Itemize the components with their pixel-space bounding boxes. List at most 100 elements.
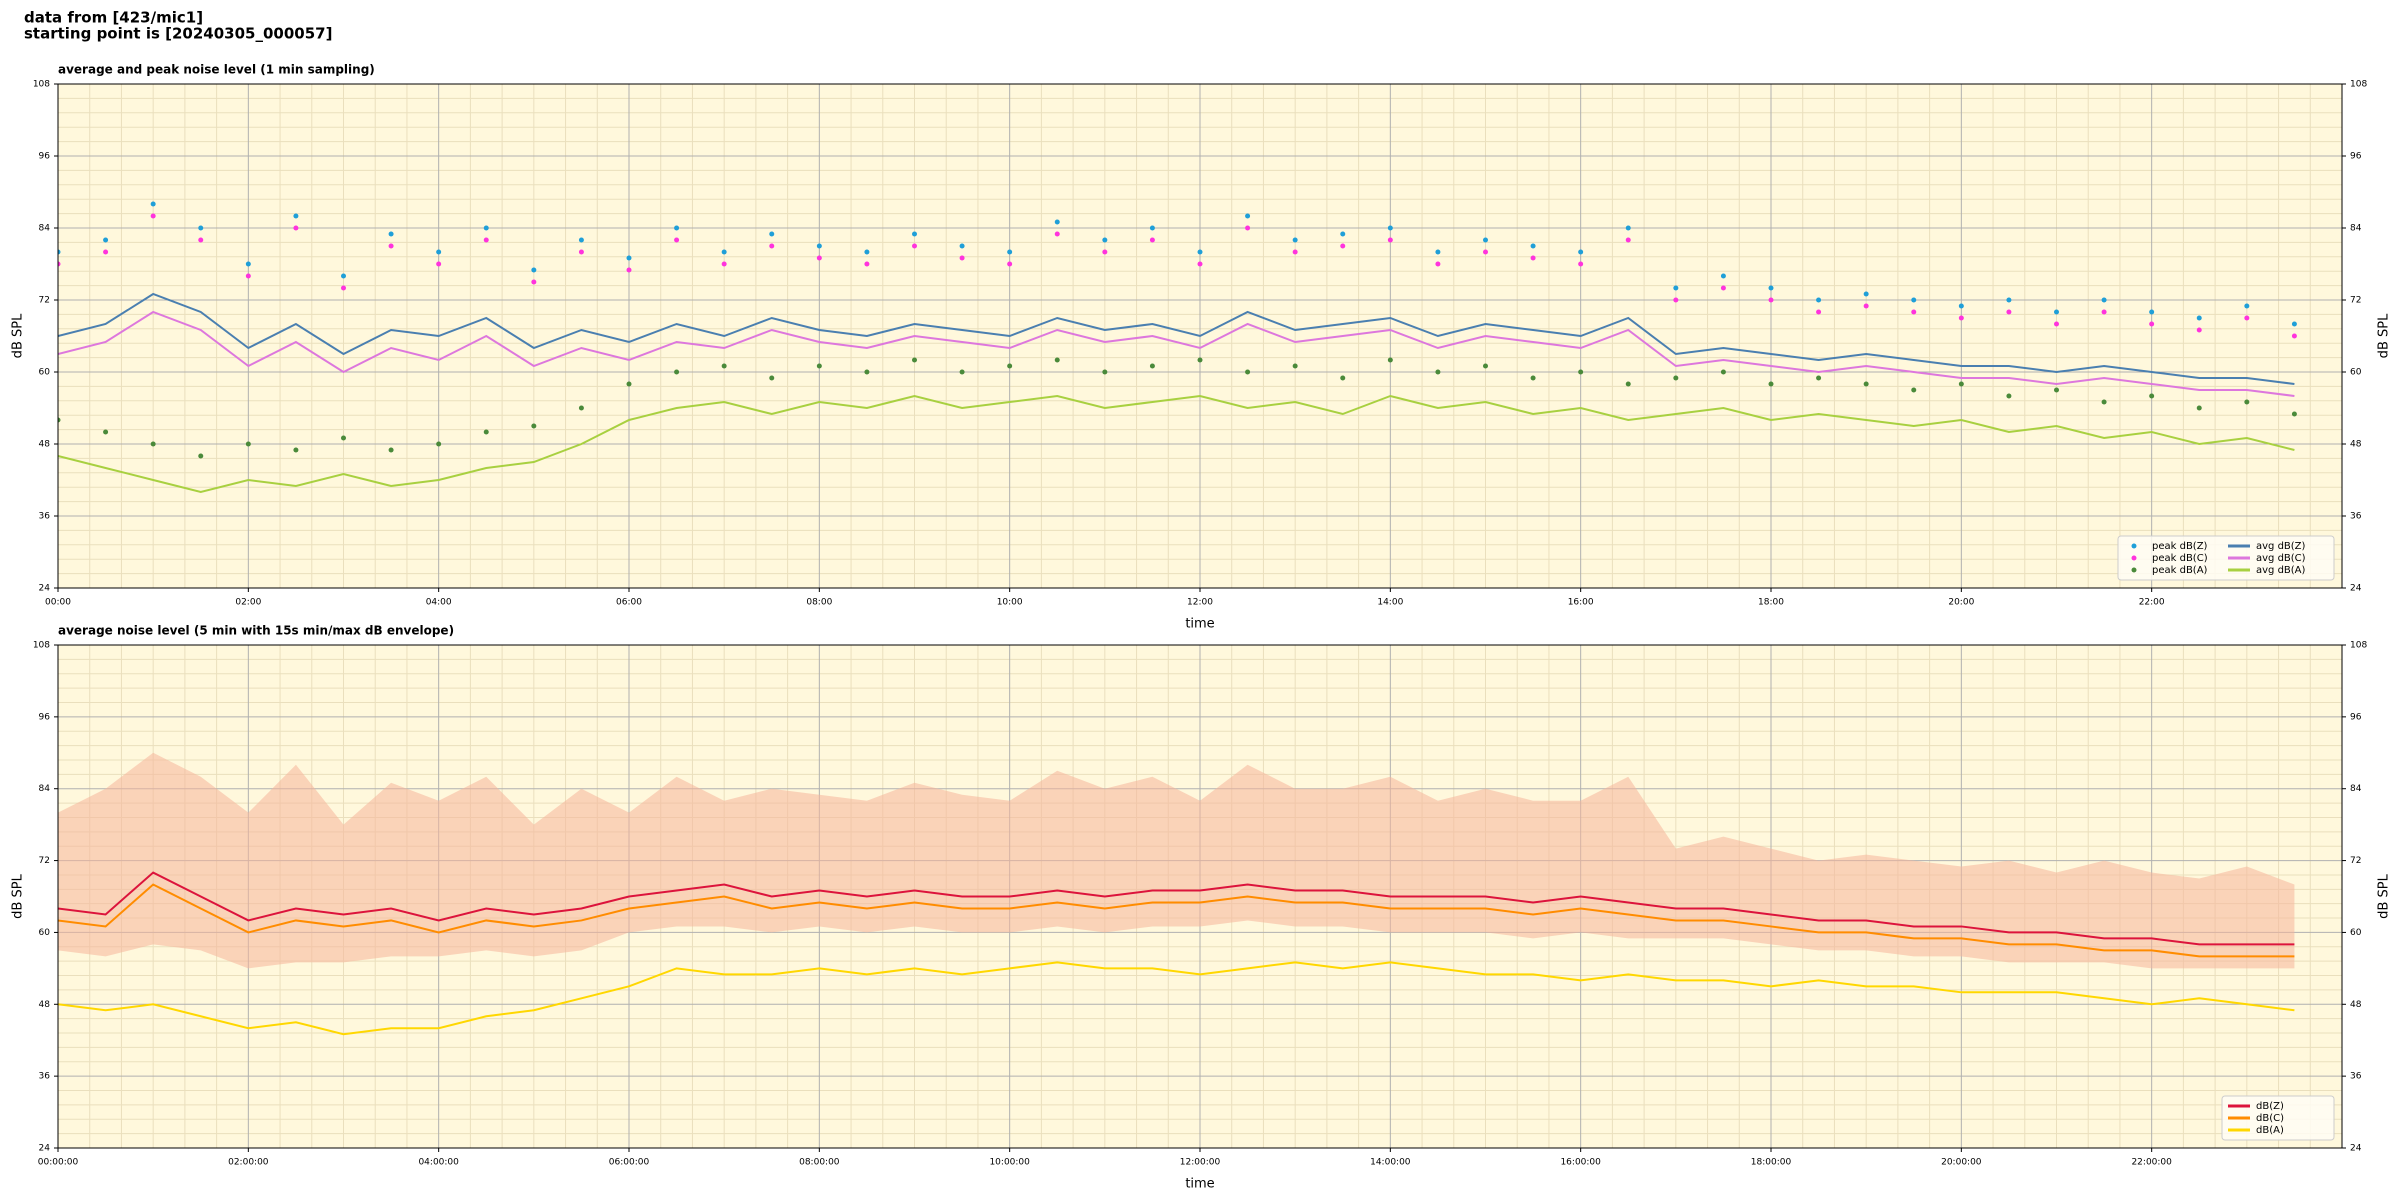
y-tick-label: 84 <box>39 224 51 234</box>
series-point <box>1197 261 1203 267</box>
legend-label: avg dB(A) <box>2256 565 2306 576</box>
x-tick-label: 00:00:00 <box>38 1158 79 1168</box>
x-tick-label: 02:00 <box>235 598 261 608</box>
series-point <box>1625 225 1631 231</box>
series-point <box>2101 399 2107 405</box>
series-point <box>2006 309 2012 315</box>
x-tick-label: 08:00 <box>806 598 832 608</box>
series-point <box>531 279 537 285</box>
y-tick-label: 60 <box>2350 928 2362 938</box>
series-point <box>2054 387 2059 393</box>
series-point <box>1483 249 1488 255</box>
series-point <box>1911 387 1917 393</box>
y-tick-label: 72 <box>39 296 50 306</box>
y-tick-label: 60 <box>39 368 51 378</box>
series-point <box>1483 237 1488 243</box>
series-point <box>2149 393 2155 399</box>
y-tick-label: 24 <box>39 1144 51 1154</box>
y-tick-label: 48 <box>39 440 51 450</box>
x-tick-label: 16:00 <box>1568 598 1594 608</box>
series-point <box>674 225 680 231</box>
plot-frame <box>57 644 2343 1149</box>
series-point <box>912 357 917 363</box>
series-point <box>1245 213 1251 219</box>
x-tick-label: 20:00 <box>1948 598 1974 608</box>
series-point <box>245 261 251 267</box>
series-point <box>912 243 917 249</box>
plot-frame <box>57 83 2343 589</box>
y-tick-label: 108 <box>2350 80 2367 90</box>
series-point <box>959 255 965 261</box>
series-point <box>816 255 822 261</box>
x-tick-label: 18:00:00 <box>1751 1158 1792 1168</box>
x-tick-label: 10:00 <box>997 598 1023 608</box>
series-point <box>58 417 61 423</box>
series-point <box>1958 315 1964 321</box>
series-line <box>58 871 2295 946</box>
x-tick-label: 14:00:00 <box>1370 1158 1411 1168</box>
series-point <box>769 231 775 237</box>
series-point <box>2149 309 2155 315</box>
y-tick-label: 108 <box>33 641 50 651</box>
y-tick-label: 84 <box>39 784 51 794</box>
legend-label: peak dB(C) <box>2152 553 2208 564</box>
series-point <box>1292 237 1298 243</box>
series-point <box>1530 243 1536 249</box>
series-line <box>58 292 2295 385</box>
x-tick-label: 04:00:00 <box>418 1158 459 1168</box>
series-point <box>1102 237 1108 243</box>
legend-label: peak dB(A) <box>2152 565 2208 576</box>
series-point <box>1578 249 1584 255</box>
series-point <box>58 261 61 267</box>
x-tick-label: 08:00:00 <box>799 1158 840 1168</box>
series-point <box>1102 249 1108 255</box>
chart-title: average and peak noise level (1 min samp… <box>58 63 375 77</box>
series-point <box>1435 261 1441 267</box>
series-point <box>2244 399 2250 405</box>
y-tick-label: 72 <box>39 856 50 866</box>
y-tick-label: 96 <box>39 712 51 722</box>
series-point <box>1340 375 1346 381</box>
y-tick-label: 24 <box>2350 1144 2362 1154</box>
series-point <box>103 237 109 243</box>
series-point <box>721 363 727 369</box>
x-tick-label: 12:00:00 <box>1180 1158 1221 1168</box>
series-point <box>578 237 584 243</box>
series-point <box>483 429 489 435</box>
plot-content <box>58 201 2297 494</box>
legend-box <box>2117 535 2335 581</box>
series-point <box>1102 369 1108 375</box>
series-point <box>2244 303 2250 309</box>
series-point <box>436 249 442 255</box>
series-point <box>769 375 775 381</box>
legend-label: peak dB(Z) <box>2152 541 2208 552</box>
series-point <box>198 225 204 231</box>
series-point <box>626 381 632 387</box>
series-point <box>2054 321 2059 327</box>
y-tick-label: 84 <box>2350 784 2362 794</box>
series-point <box>1720 369 1726 375</box>
series-point <box>1673 375 1679 381</box>
series-point <box>1149 363 1155 369</box>
legend-marker <box>2131 543 2137 549</box>
x-tick-label: 06:00 <box>616 598 642 608</box>
series-line <box>58 394 2295 494</box>
y-tick-label: 36 <box>2350 1072 2362 1082</box>
y-tick-label: 108 <box>33 80 50 90</box>
x-tick-label: 14:00 <box>1377 598 1403 608</box>
series-point <box>864 261 870 267</box>
series-point <box>816 363 822 369</box>
x-axis-label: time <box>1185 1177 1214 1192</box>
series-point <box>2196 405 2202 411</box>
y-tick-label: 48 <box>39 1000 51 1010</box>
y-tick-label: 108 <box>2350 641 2367 651</box>
series-point <box>2101 297 2107 303</box>
legend-label: avg dB(C) <box>2256 553 2306 564</box>
x-tick-label: 02:00:00 <box>228 1158 269 1168</box>
series-point <box>2054 309 2059 315</box>
y-tick-label: 36 <box>2350 512 2362 522</box>
series-point <box>864 249 870 255</box>
series-point <box>1007 363 1013 369</box>
y-tick-label: 96 <box>2350 712 2362 722</box>
series-point <box>1530 255 1536 261</box>
